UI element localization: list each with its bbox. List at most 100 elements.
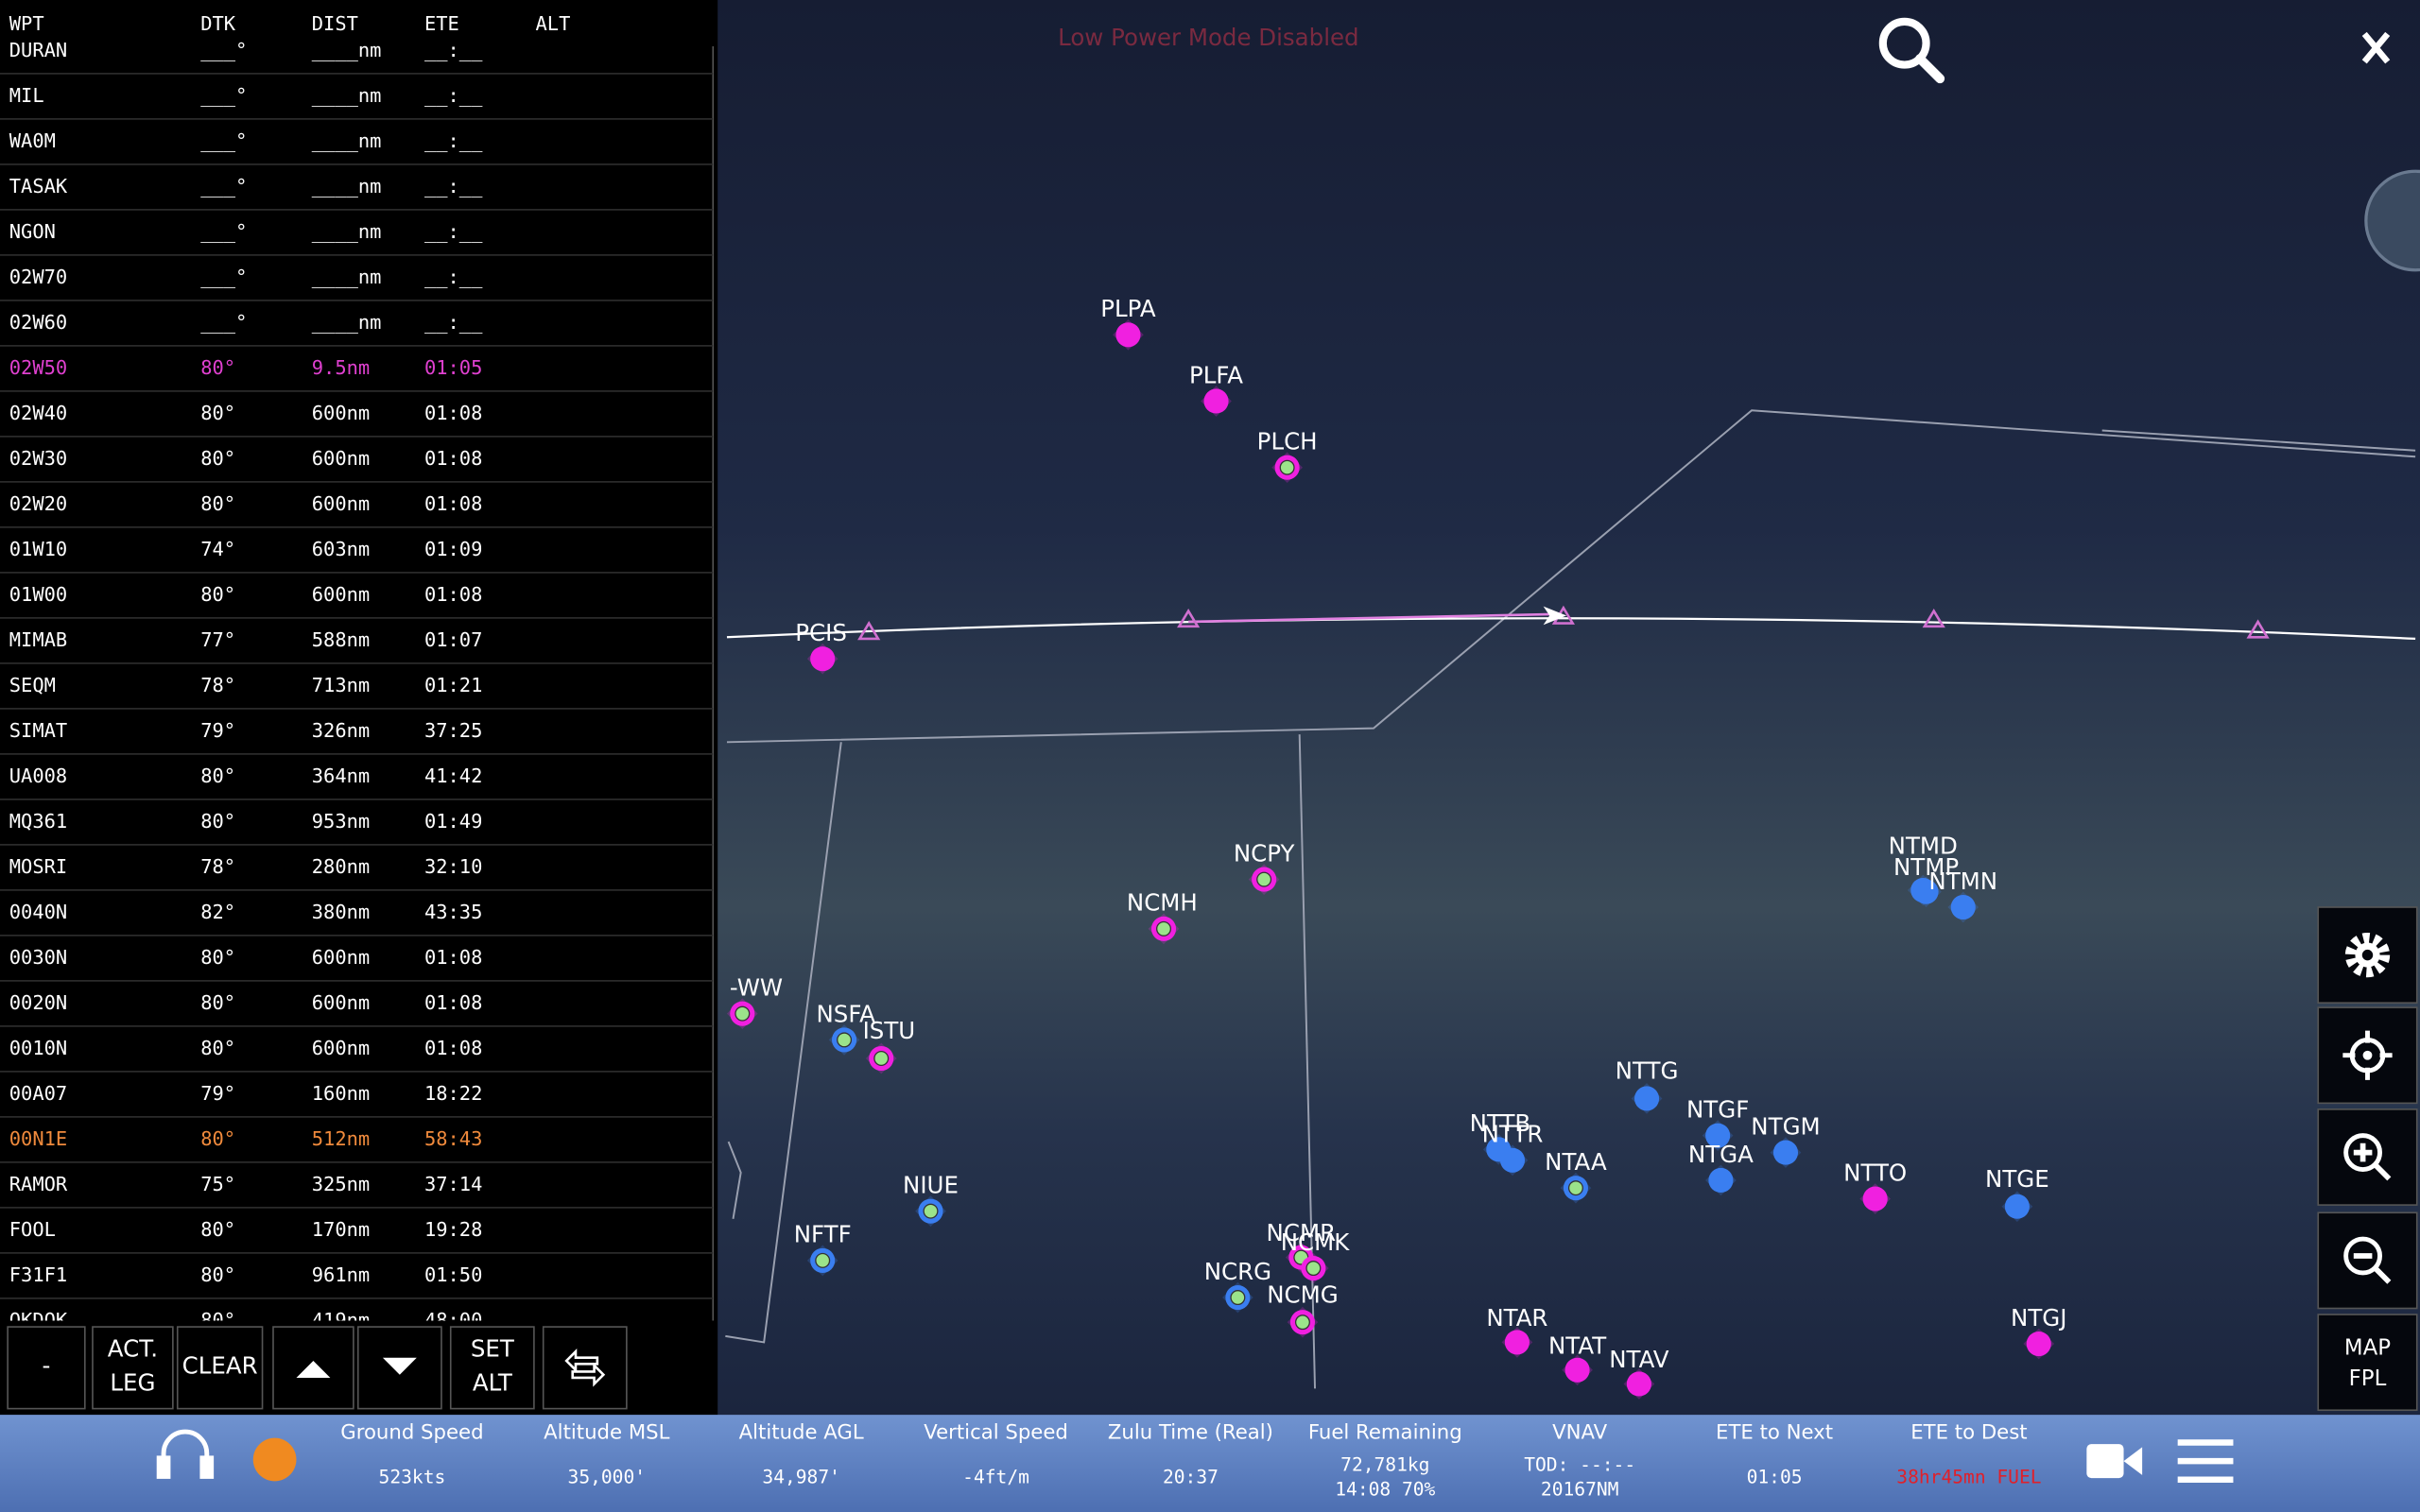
button[interactable]: CLEAR (176, 1326, 264, 1410)
table-row[interactable]: 0030N 80° 600nm 01:08 (0, 946, 714, 982)
button-row: - ACT. LEG CLEAR SET ALT (7, 1326, 628, 1410)
waypoint[interactable]: NTTR (1482, 1121, 1544, 1177)
close-button[interactable] (2361, 31, 2391, 64)
table-cell: 01:08 (424, 492, 482, 515)
waypoint[interactable]: NCRG (1204, 1258, 1271, 1314)
table-row[interactable]: 02W30 80° 600nm 01:08 (0, 447, 714, 483)
waypoint[interactable]: NTTO (1843, 1159, 1907, 1214)
waypoint-marker (1862, 1186, 1888, 1211)
table-row[interactable]: 0010N 80° 600nm 01:08 (0, 1037, 714, 1073)
table-cell: 02W30 (9, 447, 67, 470)
waypoint[interactable]: PLCH (1257, 428, 1318, 484)
waypoint[interactable]: ISTU (863, 1017, 916, 1074)
waypoint[interactable]: NCMR (1267, 1219, 1337, 1273)
table-row[interactable]: 02W20 80° 600nm 01:08 (0, 492, 714, 528)
waypoint[interactable]: PCIS (795, 619, 847, 675)
table-row[interactable]: 02W70 ___° ____nm __:__ (0, 266, 714, 301)
table-cell: 79° (200, 1082, 235, 1105)
table-row[interactable]: 0020N 80° 600nm 01:08 (0, 991, 714, 1027)
table-row[interactable]: MQ361 80° 953nm 01:49 (0, 810, 714, 846)
side-button[interactable] (2317, 1108, 2418, 1206)
table-row[interactable]: F31F1 80° 961nm 01:50 (0, 1263, 714, 1299)
table-cell: ___° (200, 39, 247, 61)
button[interactable]: SET ALT (449, 1326, 535, 1410)
camera-icon[interactable] (2086, 1444, 2143, 1479)
table-cell: NGON (9, 220, 56, 243)
waypoint[interactable]: NCMG (1267, 1280, 1339, 1338)
table-row[interactable]: TASAK ___° ____nm __:__ (0, 175, 714, 211)
table-row[interactable]: SIMAT 79° 326nm 37:25 (0, 719, 714, 755)
table-row[interactable]: UA008 80° 364nm 41:42 (0, 765, 714, 800)
app-icon[interactable] (2364, 169, 2420, 272)
side-button[interactable] (2317, 906, 2418, 1005)
waypoint[interactable]: NTGA (1688, 1141, 1754, 1196)
status-label: ETE to Dest (1910, 1421, 2027, 1445)
table-cell: 80° (200, 356, 235, 379)
side-button[interactable] (2317, 1006, 2418, 1105)
waypoint-label: NTMP (1893, 853, 1959, 881)
table-row[interactable]: MOSRI 78° 280nm 32:10 (0, 855, 714, 891)
waypoint[interactable]: -WW (726, 974, 783, 1029)
table-row[interactable]: FOOL 80° 170nm 19:28 (0, 1218, 714, 1254)
status-fields: Ground Speed 523kts Altitude MSL 35,000' Alt… (340, 1421, 2041, 1501)
waypoint[interactable]: NSFA (816, 1000, 875, 1056)
column-header: WPT (9, 12, 44, 35)
table-row[interactable]: 00N1E 80° 512nm 58:43 (0, 1127, 714, 1163)
waypoint[interactable]: NTMN (1928, 868, 1997, 923)
waypoint[interactable]: NCPY (1234, 839, 1295, 895)
button[interactable] (542, 1326, 628, 1410)
table-cell: MIMAB (9, 628, 67, 651)
table-row[interactable]: 00A07 79° 160nm 18:22 (0, 1082, 714, 1118)
table-row[interactable]: NGON ___° ____nm __:__ (0, 220, 714, 256)
waypoint[interactable]: NTAT (1548, 1332, 1607, 1386)
waypoint[interactable]: NCMH (1127, 889, 1198, 945)
table-row[interactable]: 02W50 80° 9.5nm 01:05 (0, 356, 714, 392)
table-row[interactable]: OKDOK 80° 419nm 48:00 (0, 1309, 713, 1344)
waypoint[interactable]: NTAA (1545, 1148, 1607, 1204)
table-row[interactable]: WA0M ___° ____nm __:__ (0, 129, 714, 165)
menu-icon[interactable] (2177, 1439, 2234, 1483)
table-row[interactable]: 02W40 80° 600nm 01:08 (0, 402, 714, 438)
table-cell: 32:10 (424, 855, 482, 878)
table-row[interactable]: MIMAB 77° 588nm 01:07 (0, 628, 714, 664)
waypoint[interactable]: NIUE (903, 1172, 959, 1227)
table-cell: 961nm (312, 1263, 370, 1286)
waypoint[interactable]: NTAR (1486, 1304, 1547, 1358)
waypoint[interactable]: NTGF (1686, 1096, 1749, 1151)
table-cell: ____nm (312, 220, 382, 243)
waypoint[interactable]: NTTB (1470, 1109, 1531, 1165)
status-value: 523kts (379, 1467, 446, 1488)
waypoint[interactable]: NTGM (1751, 1112, 1821, 1168)
table-cell: TASAK (9, 175, 68, 198)
table-row[interactable]: RAMOR 75° 325nm 37:14 (0, 1173, 714, 1209)
table-row[interactable]: DURAN ___° ____nm __:__ (0, 39, 714, 75)
table-row[interactable]: 02W60 ___° ____nm __:__ (0, 311, 714, 347)
waypoint[interactable]: NTGJ (2011, 1304, 2066, 1360)
side-button[interactable]: MAP FPL (2317, 1314, 2418, 1412)
waypoint[interactable]: PLFA (1189, 361, 1243, 417)
table-cell: 80° (200, 1127, 235, 1150)
table-row[interactable]: MIL ___° ____nm __:__ (0, 84, 714, 120)
waypoint[interactable]: PLPA (1100, 295, 1156, 351)
table-cell: 600nm (312, 991, 370, 1014)
table-row[interactable]: 01W00 80° 600nm 01:08 (0, 583, 714, 619)
waypoint[interactable]: NTTG (1616, 1057, 1679, 1114)
headset-icon[interactable] (156, 1429, 215, 1479)
waypoint[interactable]: NTGE (1985, 1165, 2049, 1223)
button[interactable]: - (7, 1326, 86, 1410)
search-button[interactable] (1878, 17, 1945, 84)
waypoint[interactable]: NTMP (1893, 853, 1959, 907)
waypoint-label: NCRG (1204, 1258, 1271, 1285)
side-button[interactable] (2317, 1211, 2418, 1310)
table-row[interactable]: SEQM 78° 713nm 01:21 (0, 674, 714, 710)
button[interactable] (272, 1326, 354, 1410)
table-cell: 00A07 (9, 1082, 67, 1105)
table-row[interactable]: 0040N 82° 380nm 43:35 (0, 901, 714, 936)
button[interactable]: ACT. LEG (92, 1326, 174, 1410)
globe-icon[interactable] (252, 1437, 297, 1482)
button[interactable] (356, 1326, 442, 1410)
waypoint[interactable]: NTAV (1609, 1346, 1669, 1400)
table-row[interactable]: 01W10 74° 603nm 01:09 (0, 538, 714, 574)
waypoint[interactable]: NCMK (1281, 1228, 1351, 1284)
waypoint[interactable]: NFTF (794, 1221, 852, 1277)
